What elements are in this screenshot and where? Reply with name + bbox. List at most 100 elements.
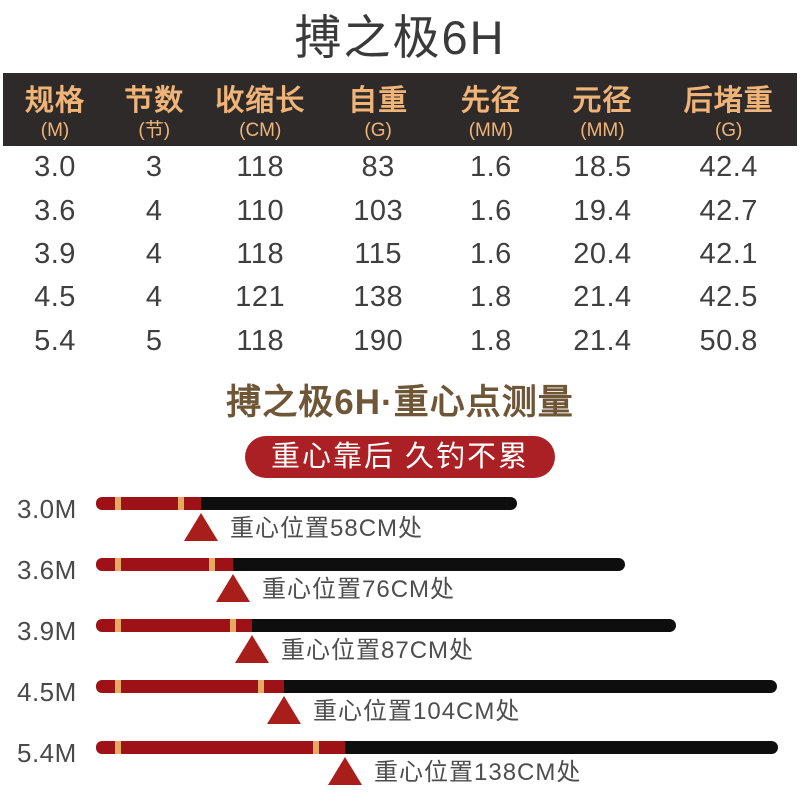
table-cell: 21.4 — [573, 324, 632, 357]
table-row: 3.9 4 118 115 1.6 20.4 42.1 — [3, 233, 797, 276]
table-cell: 1.6 — [469, 194, 512, 227]
table-cell: 115 — [354, 237, 402, 270]
rod-length-label: 3.6M — [17, 554, 77, 585]
column-header-unit: (MM) — [468, 119, 514, 141]
table-row: 4.5 4 121 138 1.8 21.4 42.5 — [3, 276, 797, 319]
column-header-label: 节数 — [124, 84, 185, 117]
gold-ring-icon — [209, 557, 215, 571]
table-cell: 3.9 — [34, 237, 76, 270]
table-cell: 3.6 — [34, 194, 76, 227]
table-cell: 1.6 — [469, 151, 512, 184]
gold-ring-icon — [178, 496, 184, 510]
column-header-label: 后堵重 — [683, 84, 774, 117]
table-cell: 50.8 — [699, 324, 758, 357]
table-cell: 1.8 — [469, 324, 512, 357]
table-cell: 190 — [353, 324, 404, 357]
table-cell: 103 — [353, 194, 404, 227]
spec-table: 规格 (M) 节数 (节) 收缩长 (CM) 自重 (G) 先径 (MM) 元径 (MM) 后堵重 (G)… — [0, 73, 800, 363]
rod-row-3.6M: 3.6M 重心位置76CM处 — [0, 550, 800, 611]
table-cell: 20.4 — [573, 237, 632, 270]
table-cell: 19.4 — [573, 194, 632, 227]
rod-length-label: 4.5M — [17, 676, 77, 707]
cg-position-text: 重心位置104CM处 — [313, 697, 521, 725]
table-cell: 21.4 — [573, 281, 632, 314]
rod-handle-segment — [96, 679, 284, 693]
table-cell: 5 — [145, 324, 163, 357]
column-header-label: 收缩长 — [215, 84, 306, 117]
gold-ring-icon — [115, 618, 121, 632]
cg-position-text: 重心位置138CM处 — [374, 758, 582, 786]
table-cell: 110 — [236, 194, 285, 227]
rod-handle-segment — [96, 557, 233, 571]
table-cell: 138 — [353, 281, 404, 314]
rod-bar — [96, 679, 777, 693]
table-row: 3.0 3 118 83 1.6 18.5 42.4 — [3, 146, 797, 189]
rod-row-5.4M: 5.4M 重心位置138CM处 — [0, 733, 800, 794]
spec-table-body: 3.0 3 118 83 1.6 18.5 42.4 3.6 4 110 103 1.6 19.4 42.… — [3, 146, 797, 363]
table-cell: 4 — [145, 237, 163, 270]
page-title: 搏之极6H — [294, 11, 506, 64]
cg-marker-triangle-icon — [235, 634, 269, 663]
table-cell: 118 — [236, 151, 285, 184]
column-header-1: 节数 (节) — [107, 83, 201, 143]
rod-bar — [96, 557, 625, 571]
column-header-5: 元径 (MM) — [544, 83, 660, 143]
cg-marker-triangle-icon — [328, 756, 362, 785]
rod-handle-segment — [96, 496, 201, 510]
table-cell: 1.6 — [469, 237, 512, 270]
rod-bar — [96, 496, 517, 510]
rod-row-3.9M: 3.9M 重心位置87CM处 — [0, 611, 800, 672]
gold-ring-icon — [258, 679, 264, 693]
column-header-unit: (G) — [714, 119, 743, 141]
column-header-label: 元径 — [572, 84, 633, 117]
table-cell: 4 — [145, 194, 163, 227]
rod-length-label: 5.4M — [17, 737, 77, 768]
cg-marker-triangle-icon — [216, 573, 250, 602]
gold-ring-icon — [230, 618, 236, 632]
table-cell: 42.4 — [699, 151, 758, 184]
rod-blank-segment — [252, 618, 676, 632]
table-cell: 5.4 — [34, 324, 76, 357]
rod-row-4.5M: 4.5M 重心位置104CM处 — [0, 672, 800, 733]
cg-marker-triangle-icon — [267, 695, 301, 724]
column-header-0: 规格 (M) — [3, 83, 107, 143]
rod-bar — [96, 740, 778, 754]
rod-handle-segment — [96, 740, 345, 754]
column-header-unit: (MM) — [580, 119, 625, 141]
table-cell: 4.5 — [34, 281, 76, 314]
gold-ring-icon — [115, 496, 121, 510]
column-header-unit: (CM) — [239, 119, 282, 141]
column-header-3: 自重 (G) — [319, 83, 437, 143]
table-row: 5.4 5 118 190 1.8 21.4 50.8 — [3, 320, 797, 363]
table-cell: 18.5 — [573, 151, 632, 184]
rod-blank-segment — [345, 740, 778, 754]
cg-slogan-badge: 重心靠后 久钓不累 — [245, 435, 555, 478]
cg-section-title: 搏之极6H·重心点测量 — [226, 382, 574, 422]
table-cell: 121 — [235, 281, 286, 314]
table-cell: 4 — [145, 281, 163, 314]
rod-bar — [96, 618, 676, 632]
cg-marker-triangle-icon — [184, 512, 218, 541]
table-row: 3.6 4 110 103 1.6 19.4 42.7 — [3, 189, 797, 232]
table-cell: 118 — [236, 237, 285, 270]
column-header-label: 先径 — [460, 84, 521, 117]
table-cell: 3.0 — [34, 151, 76, 184]
rod-blank-segment — [201, 496, 517, 510]
rod-row-3.0M: 3.0M 重心位置58CM处 — [0, 489, 800, 550]
rod-handle-segment — [96, 618, 252, 632]
column-header-label: 规格 — [24, 84, 85, 117]
column-header-2: 收缩长 (CM) — [201, 83, 319, 143]
gold-ring-icon — [115, 557, 121, 571]
column-header-unit: (M) — [40, 119, 70, 141]
table-cell: 3 — [145, 151, 163, 184]
column-header-4: 先径 (MM) — [437, 83, 544, 143]
cg-position-text: 重心位置58CM处 — [230, 514, 424, 542]
table-cell: 118 — [236, 324, 285, 357]
column-header-unit: (G) — [364, 119, 392, 141]
column-header-6: 后堵重 (G) — [660, 83, 797, 143]
cg-rod-chart: 3.0M 重心位置58CM处 3.6M 重心位置76CM处 3.9M 重心位置87CM处 4… — [0, 489, 800, 794]
table-cell: 42.7 — [699, 194, 758, 227]
gold-ring-icon — [115, 679, 121, 693]
column-header-label: 自重 — [348, 84, 409, 117]
